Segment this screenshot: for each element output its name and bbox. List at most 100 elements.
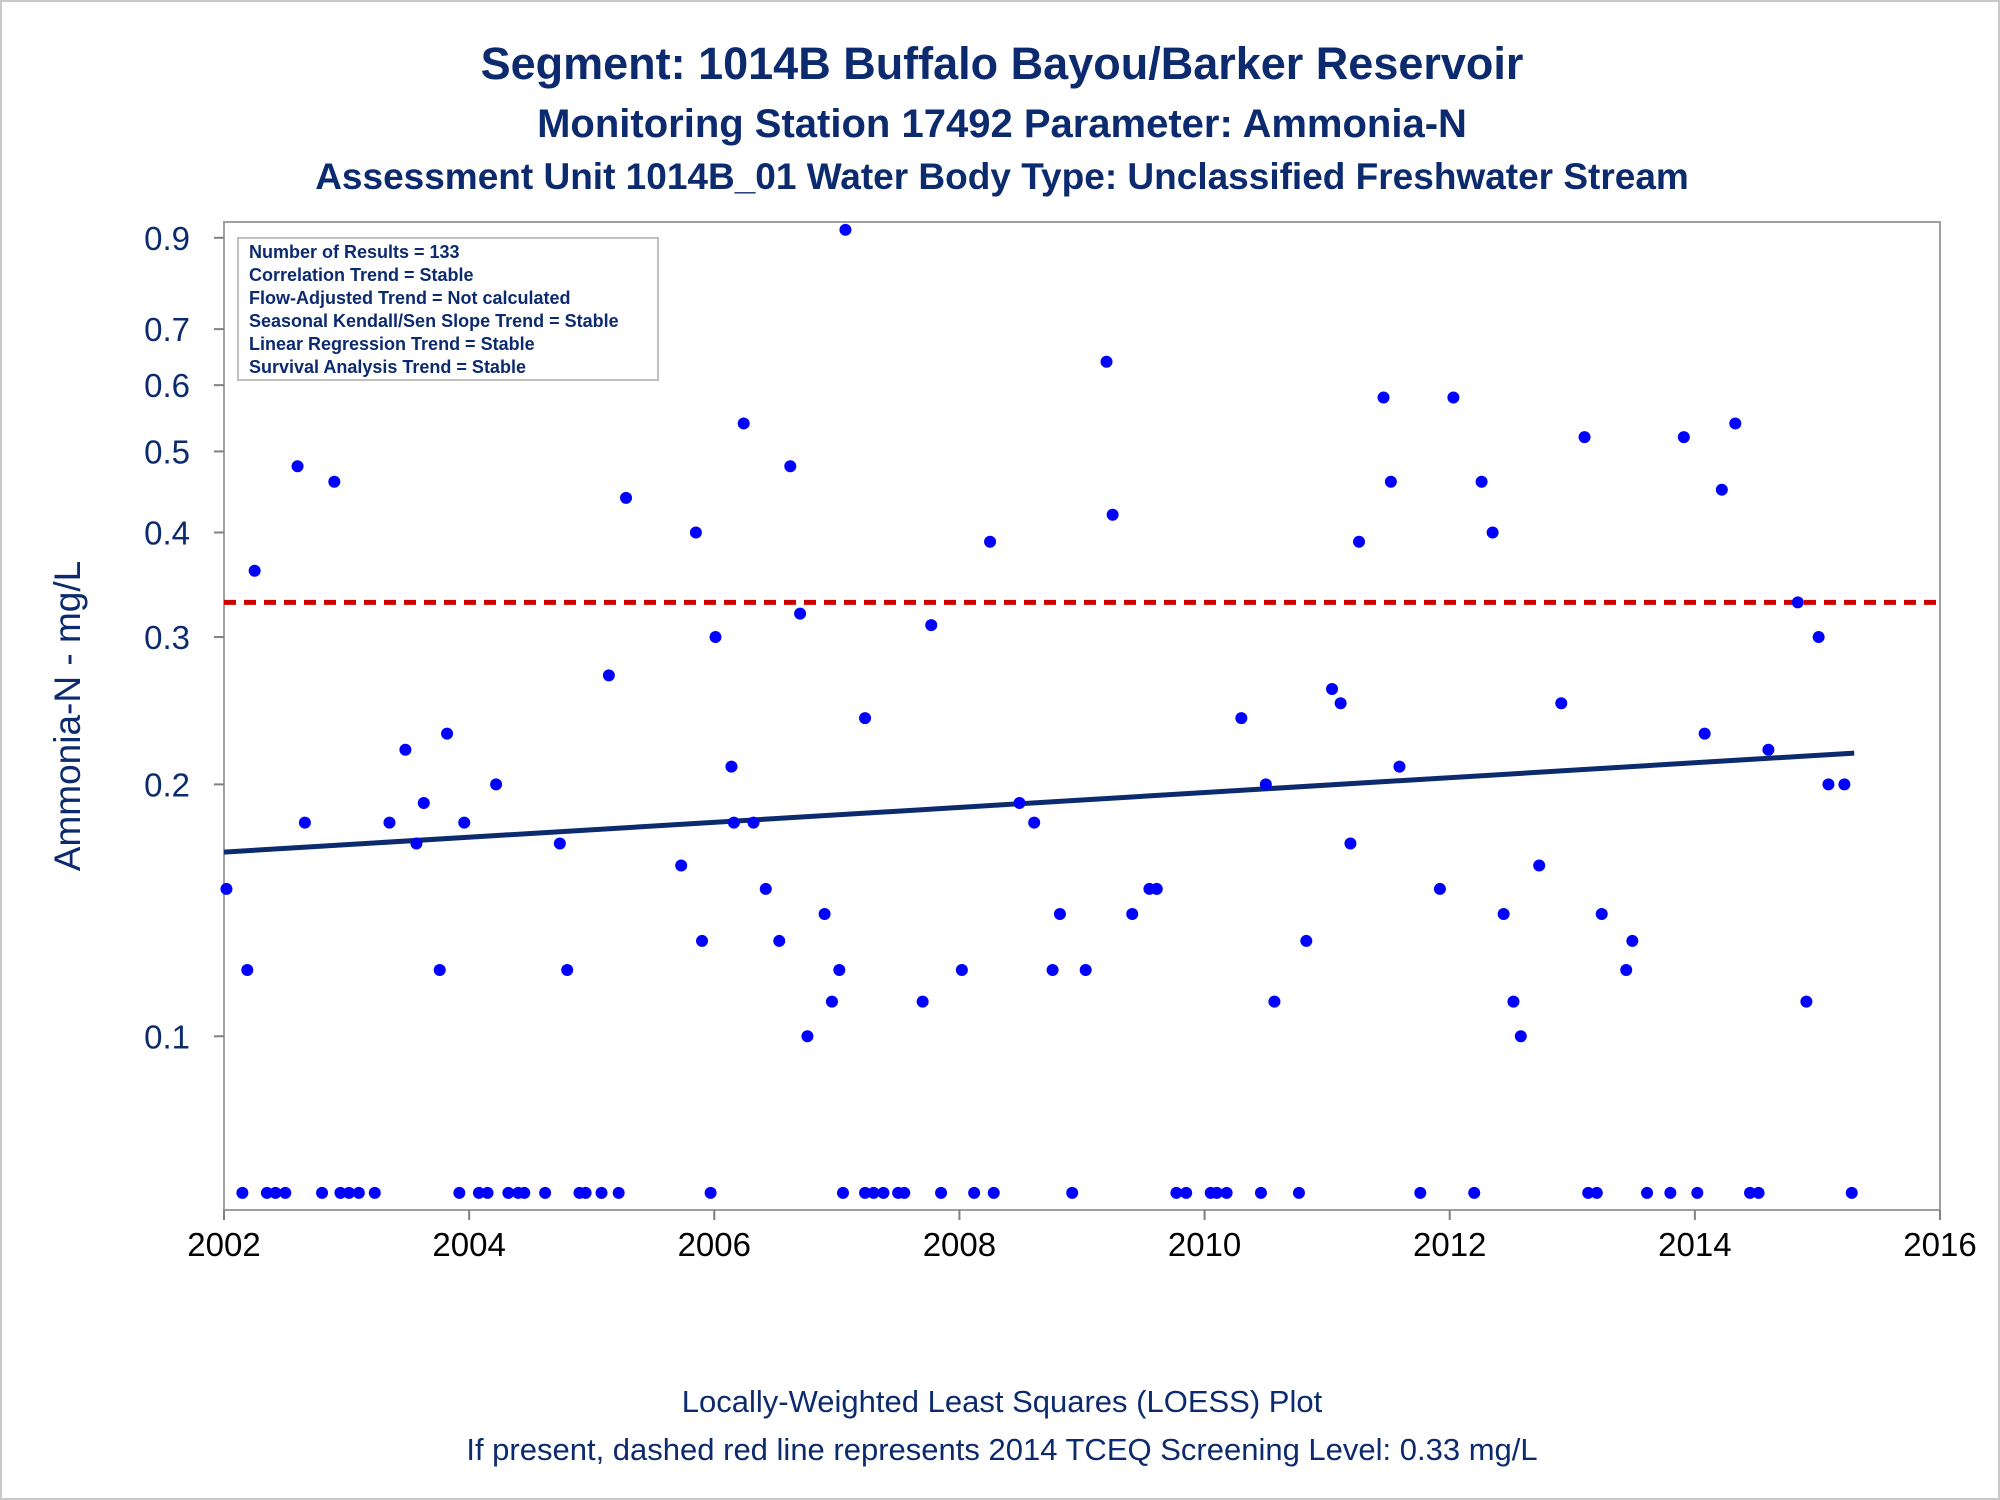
data-point: [839, 223, 852, 236]
y-tick-label: 0.1: [144, 1018, 190, 1055]
data-point: [481, 1186, 494, 1199]
data-point: [279, 1186, 292, 1199]
data-point: [1292, 1186, 1305, 1199]
plot-frame: [223, 221, 1941, 1211]
data-point: [1762, 743, 1775, 756]
data-point: [675, 859, 688, 872]
data-point: [1046, 964, 1059, 977]
data-point: [453, 1186, 466, 1199]
data-point: [343, 1186, 356, 1199]
y-axis-label: Ammonia-N - mg/L: [47, 561, 88, 871]
data-point: [1100, 355, 1113, 368]
data-point: [1578, 431, 1591, 444]
data-point: [602, 669, 615, 682]
data-point: [925, 619, 938, 632]
data-point: [859, 712, 872, 725]
data-point: [490, 778, 503, 791]
data-point: [747, 816, 760, 829]
data-point: [298, 816, 311, 829]
data-point: [241, 964, 254, 977]
data-point: [825, 995, 838, 1008]
y-tick-label: 0.5: [144, 433, 190, 470]
data-point: [1066, 1186, 1079, 1199]
data-point: [955, 964, 968, 977]
data-point: [472, 1186, 485, 1199]
x-tick-label: 2004: [432, 1226, 505, 1263]
data-point: [220, 882, 233, 895]
data-point: [269, 1186, 282, 1199]
data-point: [987, 1186, 1000, 1199]
data-point: [704, 1186, 717, 1199]
data-point: [1254, 1186, 1267, 1199]
stats-box-line: Survival Analysis Trend = Stable: [249, 357, 526, 377]
data-point: [1079, 964, 1092, 977]
data-point: [1377, 391, 1390, 404]
data-point: [1744, 1186, 1757, 1199]
data-point: [709, 631, 722, 644]
data-point: [1028, 816, 1041, 829]
data-point: [1691, 1186, 1704, 1199]
data-point: [773, 934, 786, 947]
data-point: [1235, 712, 1248, 725]
data-point: [1555, 697, 1568, 710]
data-point: [595, 1186, 608, 1199]
y-tick-label: 0.3: [144, 619, 190, 656]
data-point: [1729, 417, 1742, 430]
data-point: [1259, 778, 1272, 791]
data-point: [968, 1186, 981, 1199]
stats-box-line: Flow-Adjusted Trend = Not calculated: [249, 288, 571, 308]
data-point: [1170, 1186, 1183, 1199]
data-point: [689, 526, 702, 539]
data-point: [1180, 1186, 1193, 1199]
stats-box: [237, 237, 659, 381]
data-point: [898, 1186, 911, 1199]
x-tick-label: 2002: [187, 1226, 260, 1263]
data-point: [334, 1186, 347, 1199]
data-point: [1752, 1186, 1765, 1199]
data-point: [1698, 727, 1711, 740]
data-point: [399, 743, 412, 756]
data-point: [859, 1186, 872, 1199]
x-tick-label: 2016: [1903, 1226, 1976, 1263]
data-point: [1812, 631, 1825, 644]
data-point: [1300, 934, 1313, 947]
data-point: [1414, 1186, 1427, 1199]
data-point: [561, 964, 574, 977]
data-point: [1268, 995, 1281, 1008]
data-point: [518, 1186, 531, 1199]
data-point: [1334, 697, 1347, 710]
data-point: [916, 995, 929, 1008]
data-point: [1582, 1186, 1595, 1199]
y-tick-label: 0.2: [144, 766, 190, 803]
data-point: [433, 964, 446, 977]
chart-subtitle-2: Assessment Unit 1014B_01 Water Body Type…: [315, 156, 1689, 197]
data-point: [836, 1186, 849, 1199]
stats-box-line: Seasonal Kendall/Sen Slope Trend = Stabl…: [249, 311, 619, 331]
data-point: [1220, 1186, 1233, 1199]
data-point: [1514, 1030, 1527, 1043]
data-point: [1800, 995, 1813, 1008]
data-point: [727, 816, 740, 829]
data-point: [984, 535, 997, 548]
stats-box-line: Linear Regression Trend = Stable: [249, 334, 535, 354]
data-point: [759, 882, 772, 895]
data-point: [1715, 483, 1728, 496]
data-point: [502, 1186, 515, 1199]
footnote-loess: Locally-Weighted Least Squares (LOESS) P…: [681, 1384, 1323, 1419]
chart-title: Segment: 1014B Buffalo Bayou/Barker Rese…: [480, 38, 1524, 89]
x-tick-label: 2014: [1658, 1226, 1731, 1263]
data-point: [1838, 778, 1851, 791]
data-point: [291, 460, 304, 473]
data-point: [458, 816, 471, 829]
data-point: [1384, 475, 1397, 488]
data-point: [1468, 1186, 1481, 1199]
data-point: [1344, 837, 1357, 850]
data-point: [696, 934, 709, 947]
data-point: [1677, 431, 1690, 444]
data-point: [784, 460, 797, 473]
data-point: [818, 908, 831, 921]
data-point: [1845, 1186, 1858, 1199]
x-tick-label: 2012: [1413, 1226, 1486, 1263]
x-tick-label: 2008: [923, 1226, 996, 1263]
